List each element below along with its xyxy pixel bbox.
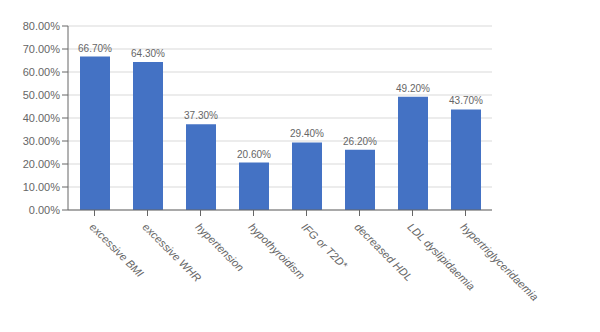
svg-text:decreased HDL: decreased HDL — [352, 221, 415, 284]
svg-text:excessive BMI: excessive BMI — [87, 221, 146, 280]
svg-text:49.20%: 49.20% — [396, 83, 430, 94]
svg-text:64.30%: 64.30% — [131, 48, 165, 59]
svg-text:60.00%: 60.00% — [23, 66, 61, 78]
svg-text:excessive WHR: excessive WHR — [140, 221, 203, 284]
svg-text:LDL dyslipidaemia: LDL dyslipidaemia — [405, 220, 478, 293]
svg-text:IFG or T2D*: IFG or T2D* — [299, 221, 350, 272]
svg-text:hypertension: hypertension — [193, 221, 246, 274]
svg-text:70.00%: 70.00% — [23, 43, 61, 55]
svg-text:40.00%: 40.00% — [23, 112, 61, 124]
svg-text:10.00%: 10.00% — [23, 181, 61, 193]
svg-text:29.40%: 29.40% — [290, 128, 324, 139]
svg-text:26.20%: 26.20% — [343, 136, 377, 147]
svg-text:0.00%: 0.00% — [29, 204, 60, 216]
svg-text:50.00%: 50.00% — [23, 89, 61, 101]
svg-text:hypothyroidism: hypothyroidism — [246, 221, 307, 282]
svg-text:66.70%: 66.70% — [78, 43, 112, 54]
svg-text:20.60%: 20.60% — [237, 149, 271, 160]
svg-text:43.70%: 43.70% — [449, 95, 483, 106]
svg-text:37.30%: 37.30% — [184, 110, 218, 121]
svg-text:hypertriglyceridaemia: hypertriglyceridaemia — [458, 221, 540, 303]
svg-text:30.00%: 30.00% — [23, 135, 61, 147]
svg-text:20.00%: 20.00% — [23, 158, 61, 170]
svg-text:80.00%: 80.00% — [23, 20, 61, 32]
